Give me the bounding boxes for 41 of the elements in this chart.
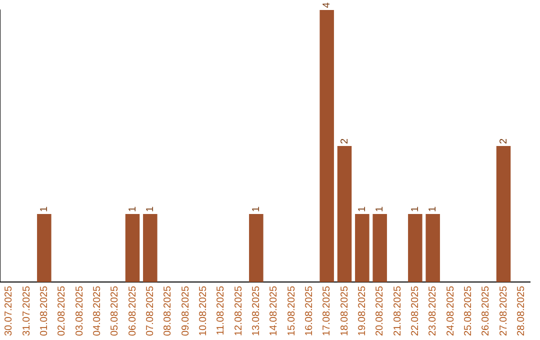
x-tick-label: 20.08.2025 <box>374 286 386 336</box>
x-tick-label: 27.08.2025 <box>498 286 510 336</box>
data-label: 2 <box>339 138 350 144</box>
x-tick-label: 19.08.2025 <box>356 286 368 336</box>
x-tick-label: 23.08.2025 <box>428 286 439 336</box>
x-tick-label: 08.08.2025 <box>162 286 174 336</box>
x-tick-label: 06.08.2025 <box>127 286 138 336</box>
x-tick-label: 02.08.2025 <box>56 286 68 336</box>
data-label: 1 <box>250 206 262 212</box>
x-tick-label: 09.08.2025 <box>180 286 192 336</box>
data-label: 1 <box>410 206 421 212</box>
x-tick-label: 14.08.2025 <box>268 286 280 336</box>
data-label: 1 <box>374 206 386 212</box>
x-tick-label: 12.08.2025 <box>233 286 244 336</box>
x-tick-label: 25.08.2025 <box>462 286 474 336</box>
data-label: 1 <box>356 206 368 212</box>
x-tick-label: 28.08.2025 <box>516 286 527 336</box>
data-label: 4 <box>322 2 333 8</box>
x-tick-label: 26.08.2025 <box>480 286 492 336</box>
x-tick-label: 13.08.2025 <box>250 286 262 336</box>
x-tick-label: 17.08.2025 <box>322 286 333 336</box>
x-tick-label: 04.08.2025 <box>92 286 103 336</box>
data-label: 1 <box>38 206 50 212</box>
data-label: 1 <box>127 206 138 212</box>
data-label: 1 <box>428 206 439 212</box>
x-tick-label: 05.08.2025 <box>110 286 121 336</box>
x-tick-label: 15.08.2025 <box>286 286 298 336</box>
x-tick-label: 21.08.2025 <box>392 286 404 336</box>
x-tick-label: 01.08.2025 <box>38 286 50 336</box>
x-tick-label: 03.08.2025 <box>74 286 86 336</box>
x-tick-label: 10.08.2025 <box>198 286 209 336</box>
x-tick-label: 31.07.2025 <box>21 286 32 336</box>
x-tick-label: 22.08.2025 <box>410 286 421 336</box>
x-tick-label: 07.08.2025 <box>144 286 156 336</box>
x-tick-label: 16.08.2025 <box>304 286 315 336</box>
data-label: 1 <box>144 206 156 212</box>
x-tick-label: 18.08.2025 <box>339 286 350 336</box>
data-label: 2 <box>498 138 510 144</box>
x-tick-label: 11.08.2025 <box>216 286 227 336</box>
x-tick-label: 24.08.2025 <box>445 286 456 336</box>
x-tick-label: 30.07.2025 <box>4 286 15 336</box>
